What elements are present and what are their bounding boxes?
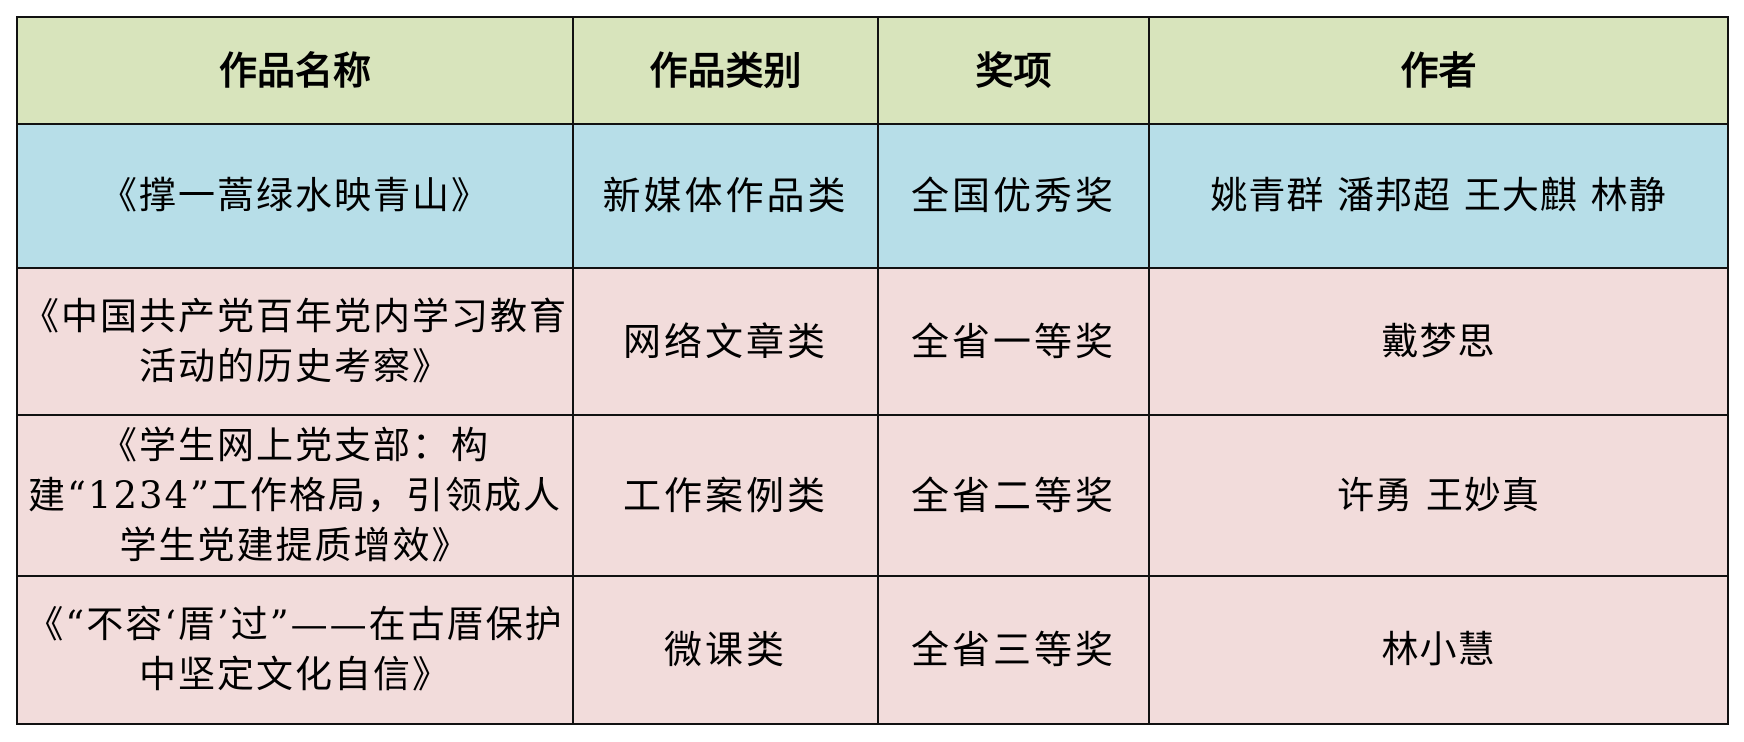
cell-category: 工作案例类 — [572, 414, 879, 577]
cell-title: 《中国共产党百年党内学习教育活动的历史考察》 — [16, 267, 574, 416]
cell-authors: 许勇 王妙真 — [1148, 414, 1729, 577]
header-award: 奖项 — [877, 16, 1150, 125]
header-title: 作品名称 — [16, 16, 574, 125]
header-authors: 作者 — [1148, 16, 1729, 125]
cell-title: 《撑一蒿绿水映青山》 — [16, 123, 574, 269]
cell-award: 全省三等奖 — [877, 575, 1150, 725]
table-row: 《撑一蒿绿水映青山》 新媒体作品类 全国优秀奖 姚青群 潘邦超 王大麒 林静 — [16, 123, 1729, 269]
cell-category: 微课类 — [572, 575, 879, 725]
table-row: 《中国共产党百年党内学习教育活动的历史考察》 网络文章类 全省一等奖 戴梦思 — [16, 267, 1729, 416]
cell-award: 全省一等奖 — [877, 267, 1150, 416]
cell-category: 新媒体作品类 — [572, 123, 879, 269]
cell-title: 《学生网上党支部：构建“1234”工作格局，引领成人学生党建提质增效》 — [16, 414, 574, 577]
cell-authors: 戴梦思 — [1148, 267, 1729, 416]
header-category: 作品类别 — [572, 16, 879, 125]
cell-category: 网络文章类 — [572, 267, 879, 416]
header-row: 作品名称 作品类别 奖项 作者 — [16, 16, 1729, 125]
table-row: 《“不容‘厝’过”——在古厝保护中坚定文化自信》 微课类 全省三等奖 林小慧 — [16, 575, 1729, 725]
cell-award: 全国优秀奖 — [877, 123, 1150, 269]
awards-table: 作品名称 作品类别 奖项 作者 《撑一蒿绿水映青山》 新媒体作品类 全国优秀奖 … — [16, 16, 1729, 725]
cell-authors: 姚青群 潘邦超 王大麒 林静 — [1148, 123, 1729, 269]
table-row: 《学生网上党支部：构建“1234”工作格局，引领成人学生党建提质增效》 工作案例… — [16, 414, 1729, 577]
cell-award: 全省二等奖 — [877, 414, 1150, 577]
cell-title: 《“不容‘厝’过”——在古厝保护中坚定文化自信》 — [16, 575, 574, 725]
cell-authors: 林小慧 — [1148, 575, 1729, 725]
